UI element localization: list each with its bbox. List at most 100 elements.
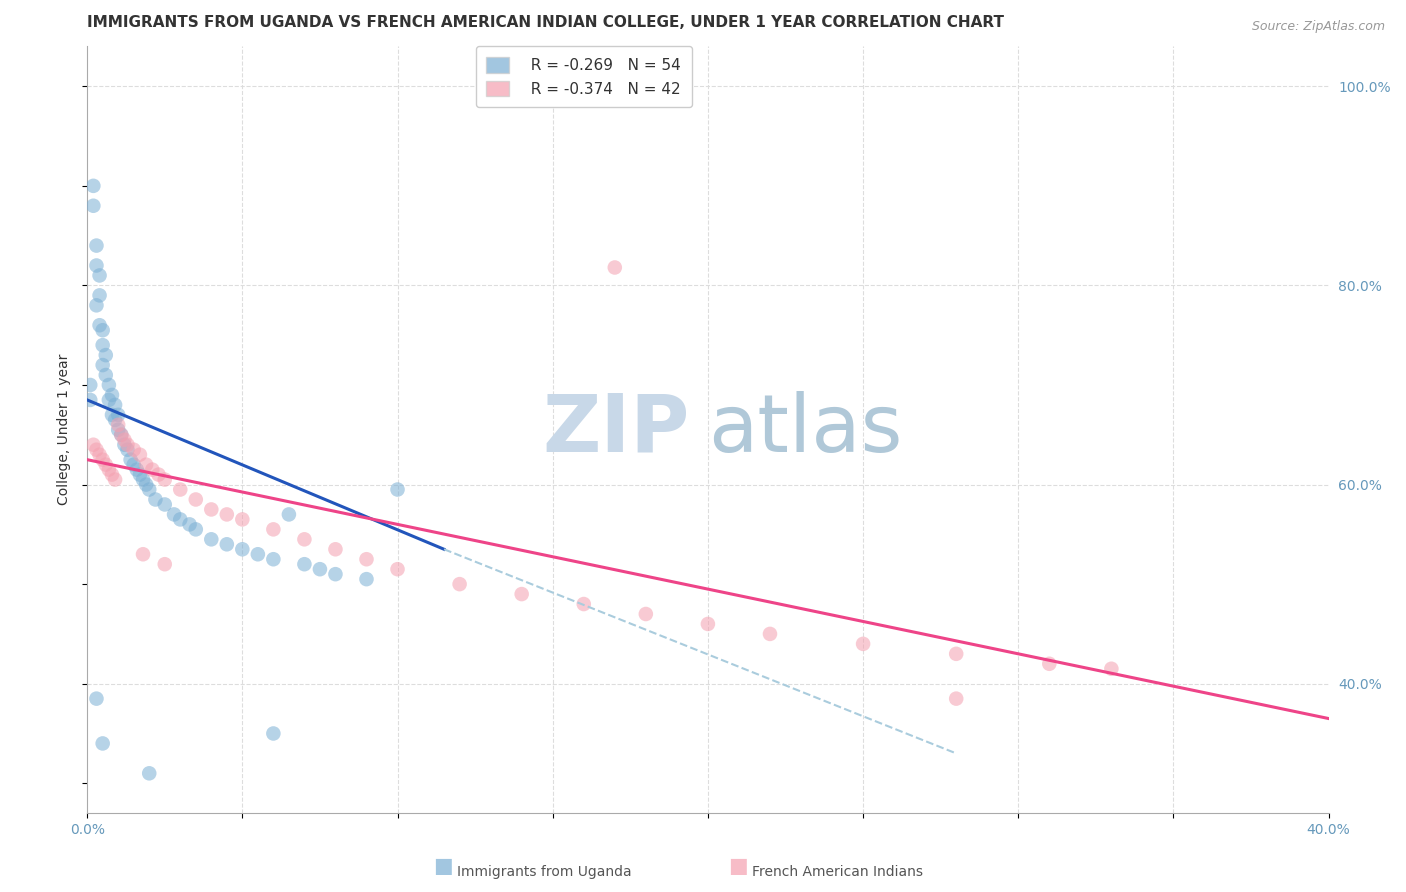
Point	[112, 433, 135, 447]
Point	[148, 467, 170, 482]
Point	[169, 512, 191, 526]
Point	[89, 318, 111, 333]
Point	[120, 452, 142, 467]
Point	[117, 442, 139, 457]
Point	[129, 448, 152, 462]
Legend:   R = -0.269   N = 54,   R = -0.374   N = 42: R = -0.269 N = 54, R = -0.374 N = 42	[475, 46, 692, 107]
Text: Source: ZipAtlas.com: Source: ZipAtlas.com	[1251, 20, 1385, 33]
Text: ■: ■	[728, 856, 748, 876]
Point	[89, 288, 111, 302]
Point	[387, 562, 409, 576]
Point	[572, 597, 595, 611]
Point	[145, 492, 167, 507]
Point	[231, 542, 253, 557]
Point	[97, 378, 120, 392]
Point	[262, 522, 284, 536]
Point	[82, 438, 104, 452]
Point	[153, 498, 176, 512]
Point	[138, 766, 160, 780]
Point	[125, 462, 148, 476]
Point	[262, 552, 284, 566]
Point	[79, 392, 101, 407]
Point	[86, 298, 108, 312]
Point	[200, 502, 222, 516]
Text: ZIP: ZIP	[543, 391, 689, 469]
Point	[86, 442, 108, 457]
Point	[117, 438, 139, 452]
Point	[132, 547, 155, 561]
Point	[852, 637, 875, 651]
Point	[169, 483, 191, 497]
Point	[141, 462, 163, 476]
Point	[86, 238, 108, 252]
Point	[107, 408, 129, 422]
Point	[634, 607, 657, 621]
Point	[101, 408, 124, 422]
Point	[294, 533, 316, 547]
Point	[107, 423, 129, 437]
Point	[246, 547, 269, 561]
Point	[510, 587, 533, 601]
Point	[179, 517, 201, 532]
Point	[759, 627, 782, 641]
Point	[163, 508, 186, 522]
Point	[325, 542, 347, 557]
Point	[91, 358, 114, 372]
Point	[200, 533, 222, 547]
Point	[112, 438, 135, 452]
Point	[153, 473, 176, 487]
Point	[86, 691, 108, 706]
Point	[129, 467, 152, 482]
Point	[184, 522, 207, 536]
Text: ■: ■	[433, 856, 453, 876]
Text: Immigrants from Uganda: Immigrants from Uganda	[457, 865, 631, 880]
Point	[1099, 662, 1122, 676]
Point	[262, 726, 284, 740]
Point	[696, 616, 718, 631]
Point	[97, 392, 120, 407]
Point	[104, 473, 127, 487]
Text: IMMIGRANTS FROM UGANDA VS FRENCH AMERICAN INDIAN COLLEGE, UNDER 1 YEAR CORRELATI: IMMIGRANTS FROM UGANDA VS FRENCH AMERICA…	[87, 15, 1004, 30]
Point	[91, 452, 114, 467]
Point	[110, 427, 132, 442]
Point	[215, 537, 238, 551]
Point	[231, 512, 253, 526]
Point	[132, 473, 155, 487]
Text: atlas: atlas	[707, 391, 903, 469]
Point	[387, 483, 409, 497]
Point	[356, 552, 378, 566]
Point	[122, 458, 145, 472]
Point	[309, 562, 332, 576]
Point	[294, 558, 316, 572]
Point	[89, 268, 111, 283]
Point	[603, 260, 626, 275]
Point	[86, 259, 108, 273]
Point	[107, 417, 129, 432]
Point	[79, 378, 101, 392]
Point	[82, 178, 104, 193]
Point	[122, 442, 145, 457]
Point	[153, 558, 176, 572]
Point	[449, 577, 471, 591]
Point	[945, 691, 967, 706]
Point	[82, 199, 104, 213]
Text: French American Indians: French American Indians	[752, 865, 924, 880]
Point	[94, 368, 117, 382]
Point	[104, 413, 127, 427]
Point	[277, 508, 299, 522]
Point	[945, 647, 967, 661]
Point	[135, 458, 157, 472]
Point	[138, 483, 160, 497]
Point	[101, 467, 124, 482]
Point	[94, 348, 117, 362]
Point	[325, 567, 347, 582]
Point	[104, 398, 127, 412]
Y-axis label: College, Under 1 year: College, Under 1 year	[58, 354, 72, 506]
Point	[89, 448, 111, 462]
Point	[91, 338, 114, 352]
Point	[91, 736, 114, 750]
Point	[91, 323, 114, 337]
Point	[1038, 657, 1060, 671]
Point	[356, 572, 378, 586]
Point	[184, 492, 207, 507]
